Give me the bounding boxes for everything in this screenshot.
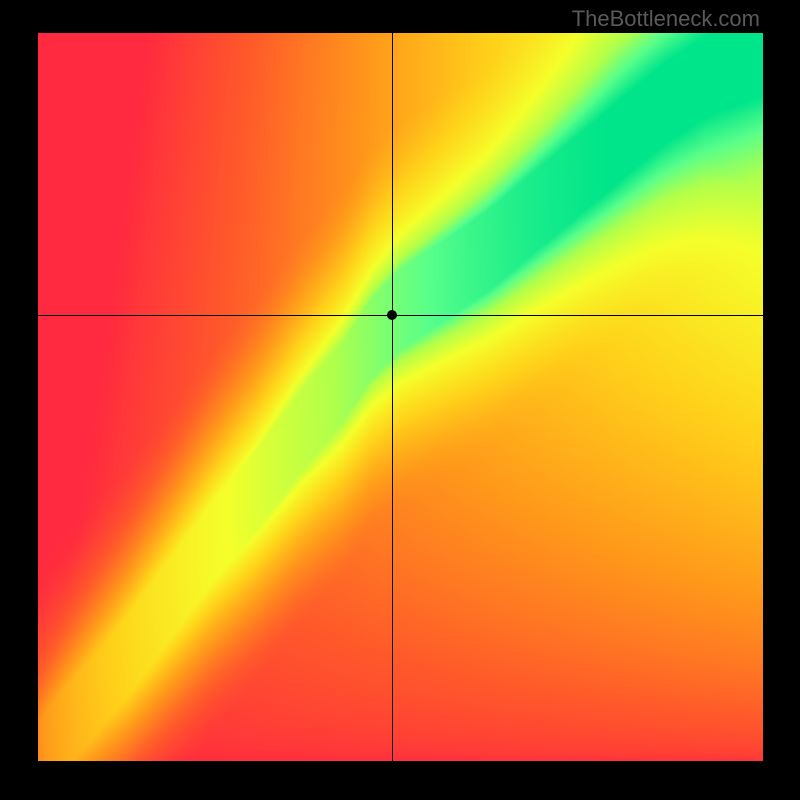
- watermark-text: TheBottleneck.com: [572, 6, 760, 32]
- heatmap-plot: [38, 33, 763, 761]
- crosshair-vertical: [392, 33, 393, 761]
- data-point-marker: [387, 310, 397, 320]
- crosshair-horizontal: [38, 315, 763, 316]
- heatmap-canvas: [38, 33, 763, 761]
